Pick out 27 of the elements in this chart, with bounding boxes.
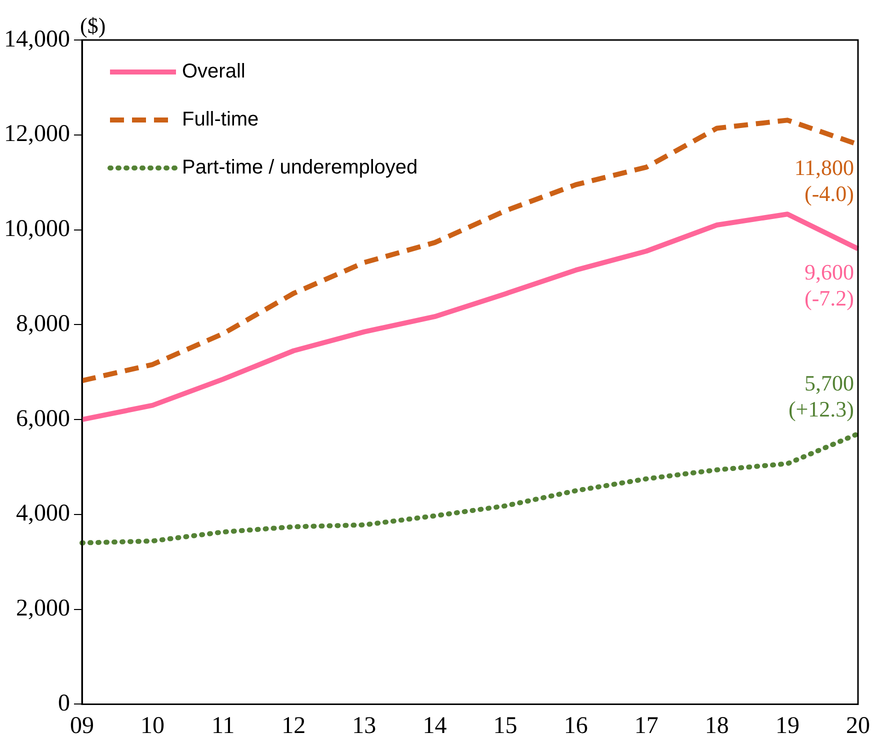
y-tick-label: 6,000 bbox=[16, 406, 70, 432]
x-tick-label: 12 bbox=[282, 712, 306, 739]
y-tick-label: 14,000 bbox=[4, 26, 70, 52]
y-tick-label: 4,000 bbox=[16, 500, 70, 527]
y-tick-label: 10,000 bbox=[4, 216, 70, 242]
legend-label: Full-time bbox=[182, 108, 259, 131]
x-tick-label: 09 bbox=[70, 712, 94, 739]
x-tick-label: 10 bbox=[140, 712, 165, 739]
y-tick-label: 0 bbox=[58, 690, 70, 716]
legend-label: Part-time / underemployed bbox=[182, 156, 418, 179]
x-tick-label: 16 bbox=[564, 712, 588, 739]
x-tick-label: 15 bbox=[493, 712, 518, 739]
x-tick-label: 11 bbox=[212, 712, 235, 739]
x-tick-label: 20 bbox=[846, 712, 870, 739]
y-axis-title: ($) bbox=[80, 12, 106, 38]
x-tick-label: 19 bbox=[775, 712, 800, 739]
data-label: 11,800 (-4.0) bbox=[794, 155, 854, 206]
data-label: 9,600 (-7.2) bbox=[804, 260, 854, 311]
x-tick-label: 13 bbox=[352, 712, 376, 739]
y-tick-label: 12,000 bbox=[4, 121, 70, 148]
x-tick-label: 17 bbox=[634, 712, 658, 739]
x-tick-label: 18 bbox=[704, 712, 729, 739]
y-tick-label: 2,000 bbox=[16, 596, 70, 622]
x-tick-label: 14 bbox=[422, 712, 447, 739]
data-label: 5,700 (+12.3) bbox=[788, 370, 854, 422]
y-tick-label: 8,000 bbox=[16, 310, 70, 337]
legend-label: Overall bbox=[182, 60, 246, 83]
